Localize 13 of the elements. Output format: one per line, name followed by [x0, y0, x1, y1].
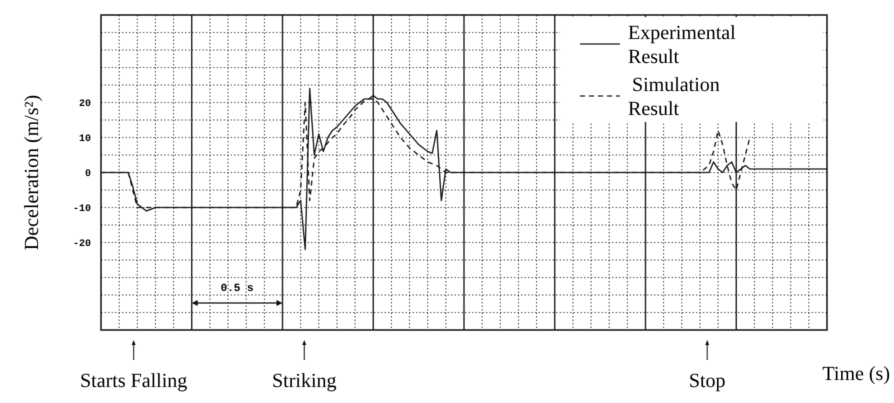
annotation: 0.5 s: [220, 283, 254, 295]
y-tick-label: 0: [84, 169, 91, 180]
y-tick-label: 10: [78, 134, 91, 145]
text: Striking: [272, 370, 337, 392]
text: Starts Falling: [80, 370, 188, 392]
y-tick-label: -10: [72, 204, 91, 215]
y-tick-label: -20: [72, 239, 91, 250]
text: Stop: [688, 370, 726, 392]
x-axis-title: Time (s): [822, 363, 890, 385]
y-axis-title: Deceleration (m/s²): [21, 94, 43, 250]
y-tick-label: 20: [78, 99, 91, 110]
legend-label: Experimental Result: [628, 22, 736, 68]
legend-label: Simulation Result: [628, 74, 720, 120]
